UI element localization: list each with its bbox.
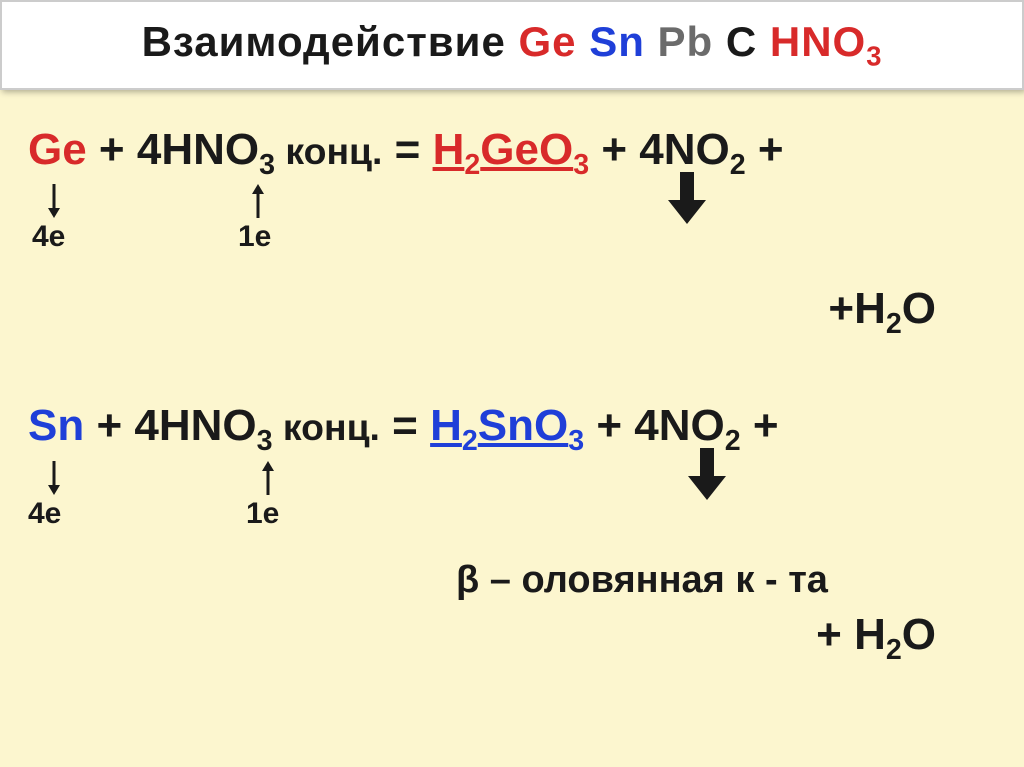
eq2-beta: β – оловянная к - та [28,559,996,602]
eq2-p1: + 4HNO [84,401,256,450]
eq1-p2: + 4NO [589,125,730,174]
sp [577,18,590,65]
eq2-konc: конц. [273,406,380,448]
sp [713,18,726,65]
title-bar: Взаимодействие Ge Sn Pb С HNO3 [0,0,1024,90]
eq2-sn: Sn [28,401,84,450]
arrow-up-icon [260,461,276,500]
slide: Взаимодействие Ge Sn Pb С HNO3 Ge + 4HNO… [0,0,1024,767]
eq1-eq: = [382,125,432,174]
eq1-p1: + 4HNO [87,125,259,174]
eq2-s2: 2 [725,425,741,457]
eq1-p3: + [746,125,784,174]
eq2-e1: 4e [28,497,61,531]
eq2-eq: = [380,401,430,450]
eq2-p2: + 4NO [584,401,725,450]
equation-2: Sn + 4HNO3 конц. = H2SnO3 + 4NO2 + 4e 1e… [28,396,996,666]
eq1-e1: 4e [32,220,65,254]
eq1-ge: Ge [28,125,87,174]
sp [645,18,658,65]
eq1-e2: 1e [238,220,271,254]
eq1-konc: конц. [275,130,382,172]
arrow-up-icon [250,184,266,223]
eq2-prod: H2SnO3 [430,401,584,450]
title-ge: Ge [518,18,576,65]
title-c: С [726,18,770,65]
eq2-e2: 1e [246,497,279,531]
eq2-line: Sn + 4HNO3 конц. = H2SnO3 + 4NO2 + [28,396,996,460]
eq2-electrons: 4e 1e [28,461,996,531]
title-pb: Pb [658,18,714,65]
eq2-p3: + [741,401,779,450]
eq1-electrons: 4e 1e [28,184,996,254]
eq1-line: Ge + 4HNO3 конц. = H2GeO3 + 4NO2 + [28,120,996,184]
arrow-down-icon [46,184,62,223]
eq1-prod: H2GeO3 [433,125,590,174]
eq1-s1: 3 [259,149,275,181]
eq1-s2: 2 [730,149,746,181]
eq1-cont: +H2O [28,284,996,341]
eq2-s1: 3 [257,425,273,457]
title-sn: Sn [589,18,645,65]
title-hno-sub: 3 [866,40,882,71]
arrow-down-icon [46,461,62,500]
eq2-cont: + H2O [28,610,996,667]
equation-1: Ge + 4HNO3 конц. = H2GeO3 + 4NO2 + 4e 1e… [28,120,996,341]
title-word: Взаимодействие [142,18,519,65]
title-text: Взаимодействие Ge Sn Pb С HNO3 [142,18,883,72]
content-area: Ge + 4HNO3 конц. = H2GeO3 + 4NO2 + 4e 1e… [0,90,1024,767]
title-hno: HNO [770,18,866,65]
